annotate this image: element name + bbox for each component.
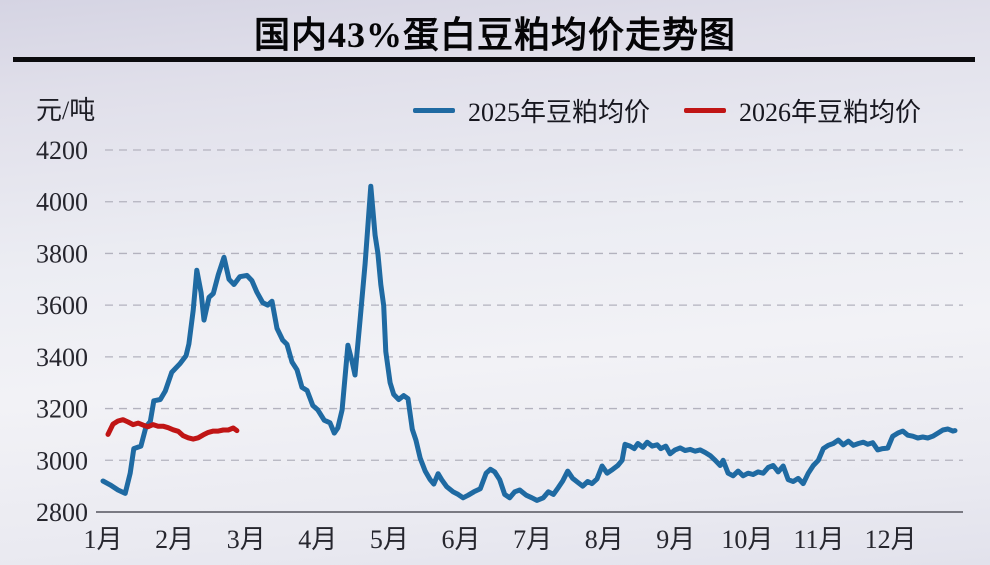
legend-item-2025: 2025年豆粕均价 — [413, 92, 650, 129]
legend: 2025年豆粕均价 2026年豆粕均价 — [413, 92, 921, 129]
legend-label-2025: 2025年豆粕均价 — [468, 98, 651, 127]
legend-item-2026: 2026年豆粕均价 — [684, 92, 921, 129]
x-tick-label: 5月 — [370, 525, 409, 554]
series-2026-line — [105, 417, 240, 442]
y-tick-label: 3000 — [36, 446, 88, 475]
legend-label-2026: 2026年豆粕均价 — [739, 98, 922, 127]
y-tick-label: 3400 — [36, 343, 88, 372]
x-tick-label: 3月 — [227, 525, 266, 554]
x-tick-label: 12月 — [865, 525, 917, 554]
title-divider — [13, 57, 975, 62]
x-tick-label: 9月 — [656, 525, 695, 554]
legend-line-2026-icon — [684, 108, 727, 113]
series-2025-line — [100, 183, 958, 503]
x-tick-label: 7月 — [513, 525, 552, 554]
legend-line-2025-icon — [413, 108, 455, 113]
x-tick-label: 2月 — [155, 525, 194, 554]
x-tick-label: 1月 — [83, 525, 122, 554]
y-tick-label: 3800 — [36, 239, 88, 268]
x-tick-label: 10月 — [721, 525, 773, 554]
y-tick-label: 4000 — [36, 188, 88, 217]
x-tick-label: 6月 — [441, 525, 480, 554]
x-tick-label: 11月 — [793, 525, 844, 554]
x-tick-label: 4月 — [298, 525, 337, 554]
y-axis-unit-label: 元/吨 — [36, 96, 96, 125]
y-tick-label: 3200 — [36, 395, 88, 424]
x-tick-label: 8月 — [585, 525, 624, 554]
y-tick-label: 3600 — [36, 291, 88, 320]
y-tick-label: 4200 — [36, 136, 88, 165]
page-title: 国内43%蛋白豆粕均价走势图 — [253, 15, 736, 55]
y-tick-label: 2800 — [36, 498, 88, 527]
